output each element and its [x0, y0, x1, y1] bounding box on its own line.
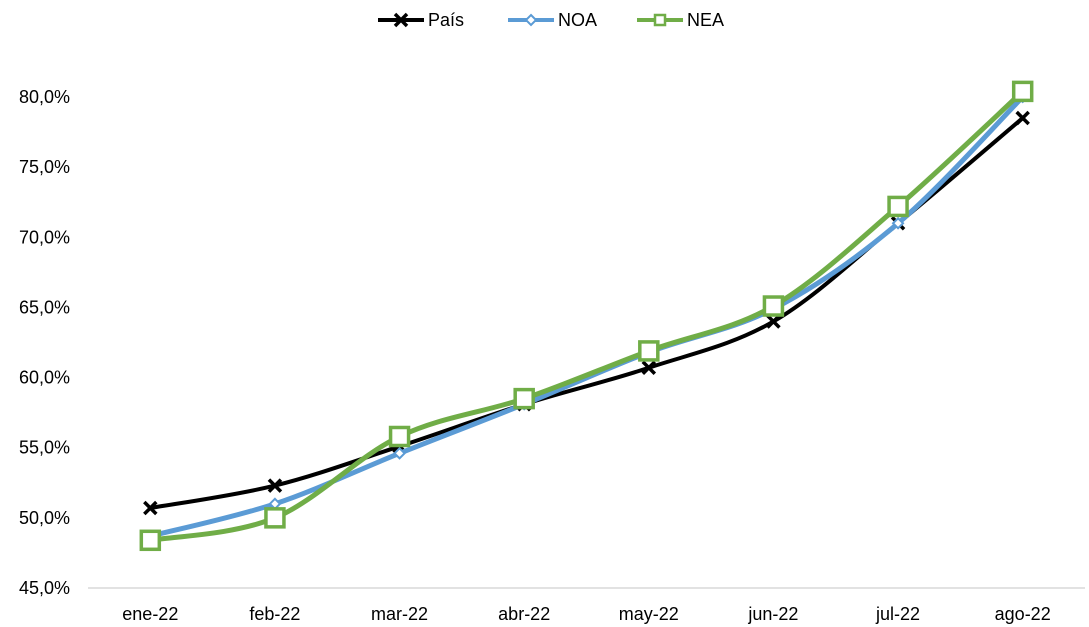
data-point	[1011, 80, 1034, 103]
data-point	[267, 478, 283, 493]
data-point	[143, 500, 158, 516]
x-tick-label: ene-22	[122, 604, 178, 624]
data-point	[1015, 110, 1030, 126]
series-país	[143, 110, 1030, 516]
data-point	[393, 446, 406, 460]
x-tick-label: abr-22	[498, 604, 550, 624]
square-icon	[653, 13, 667, 27]
data-point	[766, 314, 781, 329]
series-line-país	[148, 116, 1025, 511]
y-axis: 45,0% 50,0% 55,0% 60,0% 65,0% 70,0% 75,0% 80,0%	[19, 87, 70, 598]
x-icon	[393, 12, 409, 28]
y-tick-label: 75,0%	[19, 157, 70, 177]
y-tick-label: 60,0%	[19, 368, 70, 388]
series-line-nea	[147, 88, 1026, 543]
legend-label: NOA	[558, 10, 597, 30]
y-tick-label: 45,0%	[19, 578, 70, 598]
data-point	[139, 529, 162, 552]
x-tick-label: feb-22	[249, 604, 300, 624]
data-point	[513, 387, 535, 410]
legend-label: País	[428, 10, 464, 30]
legend: País NOA NEA	[378, 10, 724, 30]
x-tick-label: mar-22	[371, 604, 428, 624]
legend-label: NEA	[687, 10, 724, 30]
data-point	[887, 195, 909, 218]
series-line-noa	[147, 94, 1026, 539]
data-point	[641, 360, 657, 375]
legend-item-país: País	[378, 10, 464, 30]
data-point	[638, 340, 660, 362]
x-axis: ene-22 feb-22 mar-22 abr-22 may-22 jun-22 jul-…	[88, 587, 1085, 624]
y-tick-label: 70,0%	[19, 227, 70, 247]
series-nea	[139, 80, 1034, 552]
legend-item-nea: NEA	[637, 10, 724, 30]
y-tick-label: 50,0%	[19, 508, 70, 528]
data-point	[264, 507, 286, 529]
series-layer	[139, 80, 1034, 552]
y-tick-label: 55,0%	[19, 438, 70, 458]
diamond-icon	[524, 13, 538, 27]
x-tick-label: jun-22	[747, 604, 798, 624]
data-point	[891, 216, 905, 230]
x-tick-label: ago-22	[995, 604, 1051, 624]
x-tick-label: jul-22	[875, 604, 920, 624]
x-tick-label: may-22	[619, 604, 679, 624]
data-point	[762, 295, 785, 317]
y-tick-label: 80,0%	[19, 87, 70, 107]
series-noa	[143, 90, 1030, 543]
legend-item-noa: NOA	[508, 10, 597, 30]
y-tick-label: 65,0%	[19, 297, 70, 317]
data-point	[388, 425, 411, 448]
